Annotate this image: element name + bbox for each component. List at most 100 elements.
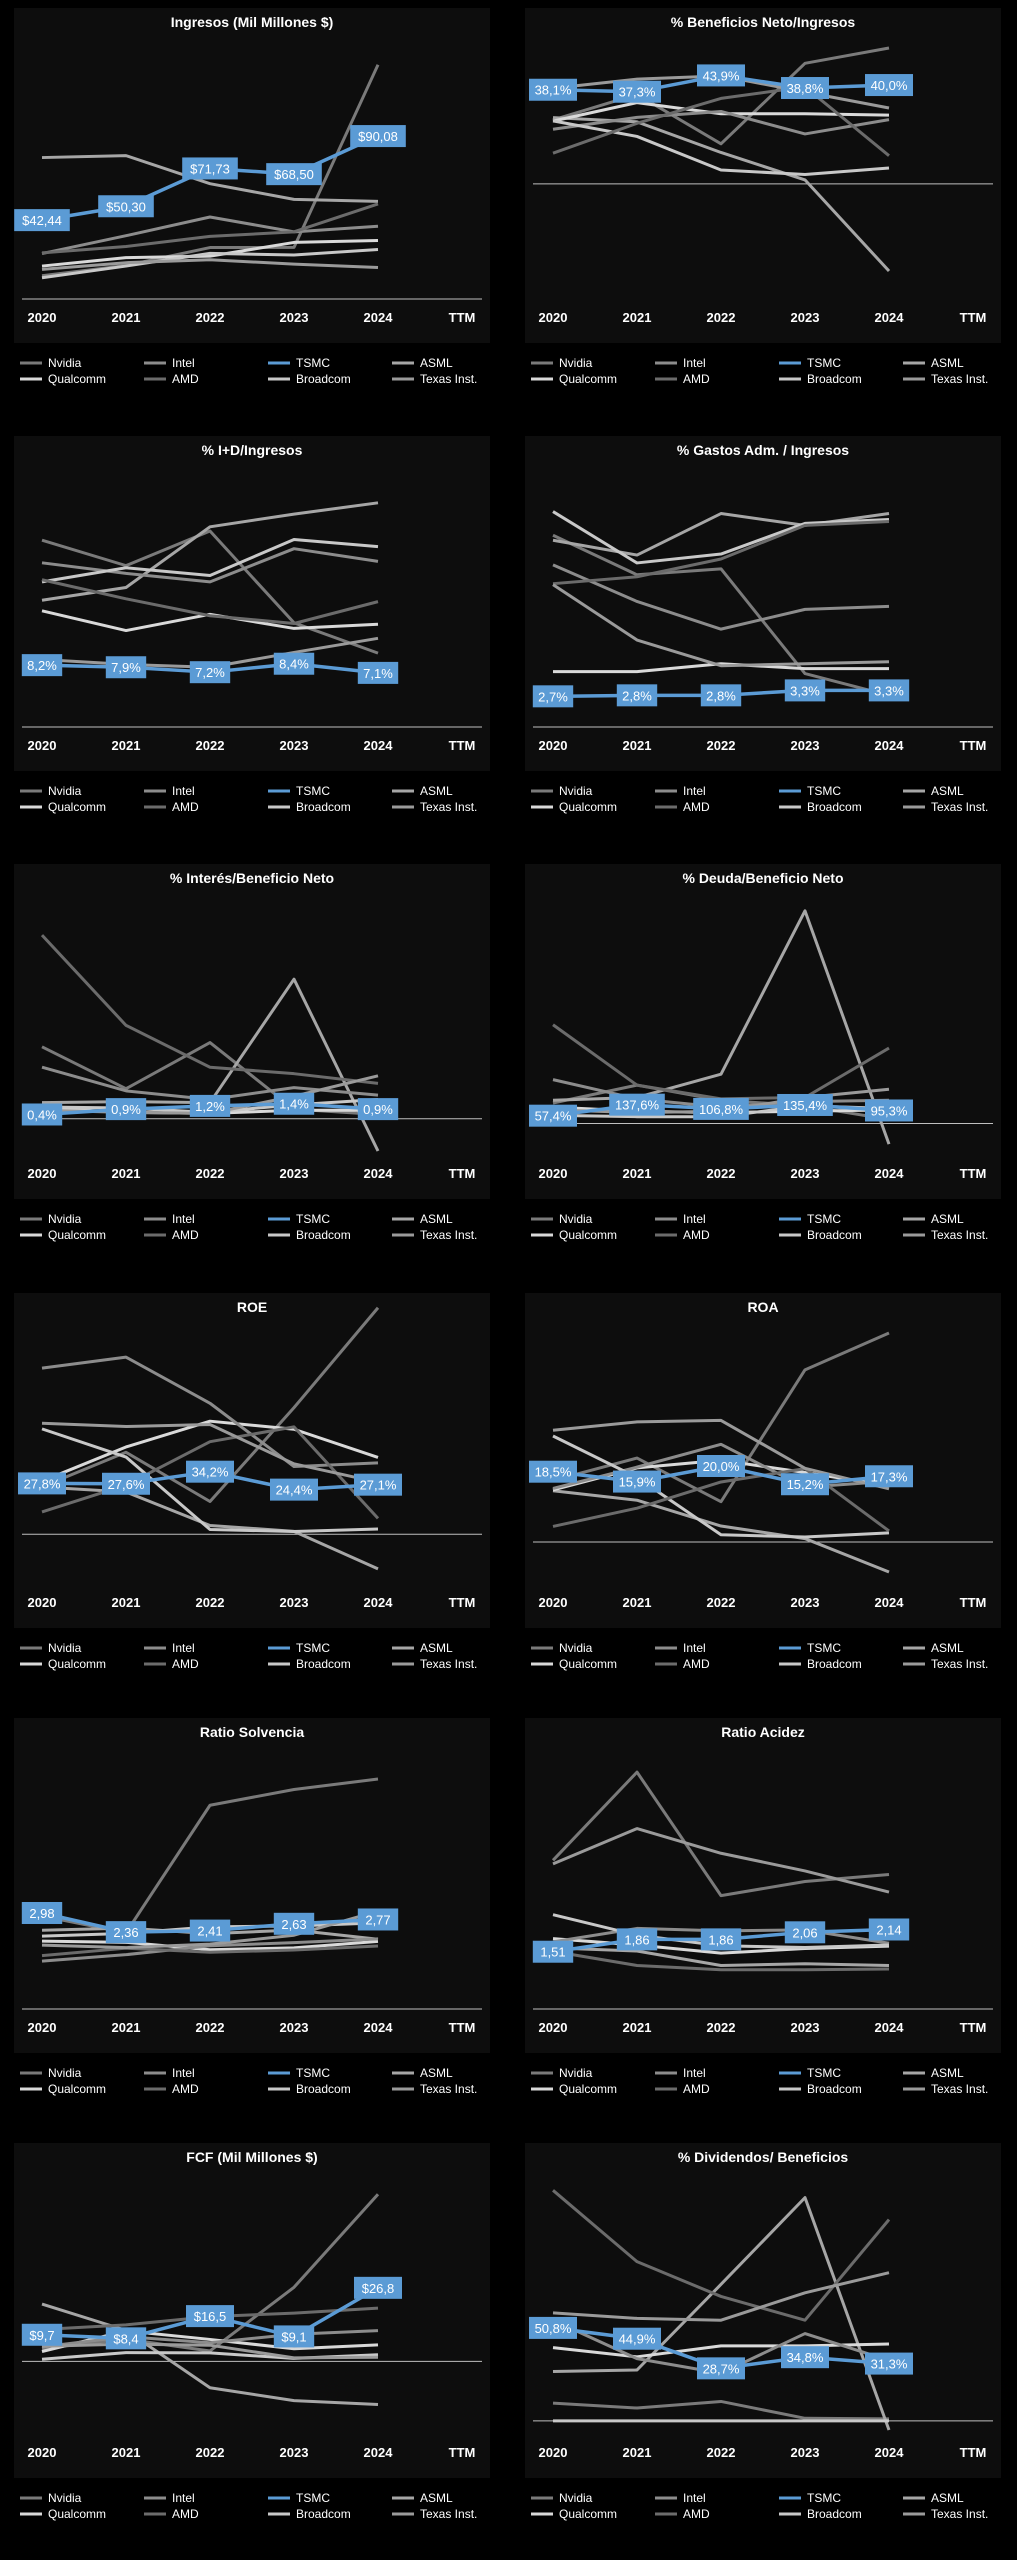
data-label: 7,2% xyxy=(195,665,225,680)
chart-title: Ratio Solvencia xyxy=(200,1724,304,1740)
x-tick-label: TTM xyxy=(960,738,987,753)
x-tick-label: 2021 xyxy=(112,1166,141,1181)
legend-label: Nvidia xyxy=(559,784,593,798)
x-tick-label: TTM xyxy=(449,738,476,753)
data-label: 20,0% xyxy=(703,1459,740,1474)
chart-4: % Gastos Adm. / Ingresos 2020 2021 2022 2023… xyxy=(525,436,1001,814)
legend-label: TSMC xyxy=(807,2066,841,2080)
chart-panel xyxy=(14,864,490,1199)
data-label: 50,8% xyxy=(535,2321,572,2336)
series-line-amd xyxy=(552,119,890,176)
legend-label: Texas Inst. xyxy=(420,372,477,386)
series-line-nvidia xyxy=(552,46,890,146)
data-label: 106,8% xyxy=(699,1102,744,1117)
legend-label: TSMC xyxy=(296,356,330,370)
chart-5: % Interés/Beneficio Neto 2020 2021 2022 2023… xyxy=(14,864,490,1242)
data-label-box xyxy=(189,1919,231,1942)
x-tick-label: 2023 xyxy=(791,1166,820,1181)
legend-label: Nvidia xyxy=(48,356,82,370)
series-line-nvidia xyxy=(41,2193,380,2353)
data-label: 2,98 xyxy=(29,1906,54,1921)
legend-label: AMD xyxy=(683,372,710,386)
data-label: 28,7% xyxy=(703,2361,740,2376)
legend-label: AMD xyxy=(172,1657,199,1671)
x-tick-label: 2023 xyxy=(791,1595,820,1610)
series-line-texas-inst- xyxy=(552,583,890,668)
chart-panel xyxy=(525,1293,1001,1628)
x-tick-label: 2024 xyxy=(875,2020,905,2035)
data-label-box xyxy=(532,1940,574,1963)
legend-label: Intel xyxy=(683,1212,706,1226)
data-label: 137,6% xyxy=(615,1098,660,1113)
x-tick-label: 2022 xyxy=(707,2445,736,2460)
series-line-texas-inst- xyxy=(41,258,379,271)
legend-label: Broadcom xyxy=(807,800,862,814)
x-tick-label: TTM xyxy=(960,2020,987,2035)
data-label: $68,50 xyxy=(274,167,314,182)
data-label-box xyxy=(186,2305,234,2328)
series-line-broadcom xyxy=(552,1467,890,1533)
legend-label: Qualcomm xyxy=(559,2507,617,2521)
data-label: $26,8 xyxy=(362,2281,395,2296)
series-line-nvidia xyxy=(552,1331,890,1504)
legend-label: Texas Inst. xyxy=(931,372,988,386)
data-label-box xyxy=(354,1473,402,1496)
legend-label: AMD xyxy=(172,1228,199,1242)
x-tick-label: TTM xyxy=(449,2020,476,2035)
x-tick-label: 2020 xyxy=(28,2020,57,2035)
chart-panel xyxy=(525,436,1001,771)
chart-title: Ingresos (Mil Millones $) xyxy=(171,14,334,30)
chart-panel xyxy=(14,1718,490,2053)
legend-label: AMD xyxy=(683,1228,710,1242)
data-label-box xyxy=(700,684,742,707)
legend-label: Intel xyxy=(172,2066,195,2080)
x-tick-label: 2021 xyxy=(112,2020,141,2035)
x-tick-label: 2022 xyxy=(707,2020,736,2035)
x-tick-label: TTM xyxy=(449,2445,476,2460)
series-line-texas-inst- xyxy=(41,1909,379,1950)
legend-label: AMD xyxy=(683,1657,710,1671)
data-label-box xyxy=(357,1098,399,1121)
legend-label: TSMC xyxy=(807,2491,841,2505)
data-label-box xyxy=(273,2325,315,2348)
x-tick-label: 2021 xyxy=(112,2445,141,2460)
legend-label: ASML xyxy=(420,784,453,798)
legend-label: Nvidia xyxy=(48,1641,82,1655)
data-label-box xyxy=(21,1103,63,1126)
series-line-intel xyxy=(41,2302,379,2406)
data-label-box xyxy=(529,1460,577,1483)
legend-label: Intel xyxy=(172,784,195,798)
legend-label: ASML xyxy=(420,1212,453,1226)
legend-label: Nvidia xyxy=(48,1212,82,1226)
x-tick-label: 2024 xyxy=(875,2445,905,2460)
legend-label: ASML xyxy=(420,2491,453,2505)
data-label: 24,4% xyxy=(276,1483,313,1498)
legend-label: Intel xyxy=(683,784,706,798)
chart-7: ROE 2020 2021 2022 2023 2024 TTM 27,8% 27,6% 34,2… xyxy=(14,1293,490,1671)
x-tick-label: 2021 xyxy=(623,2020,652,2035)
data-label-box xyxy=(273,1092,315,1115)
legend-label: AMD xyxy=(172,372,199,386)
legend-label: Intel xyxy=(172,1641,195,1655)
chart-title: ROE xyxy=(237,1299,267,1315)
series-line-nvidia xyxy=(552,533,890,697)
data-label-box xyxy=(273,652,315,675)
data-label: $8,4 xyxy=(113,2331,138,2346)
legend-label: Qualcomm xyxy=(48,1657,106,1671)
data-label: 2,06 xyxy=(792,1925,817,1940)
data-label: $9,1 xyxy=(281,2329,306,2344)
legend-label: Nvidia xyxy=(48,2491,82,2505)
legend-label: Nvidia xyxy=(559,1212,593,1226)
series-line-qualcomm xyxy=(552,109,890,136)
x-tick-label: 2024 xyxy=(364,2445,394,2460)
x-tick-label: 2024 xyxy=(875,1166,905,1181)
x-tick-label: 2022 xyxy=(707,1166,736,1181)
legend-label: AMD xyxy=(683,800,710,814)
legend: Nvidia Intel TSMC ASML Qualcomm AMD Broadcom Te… xyxy=(531,2491,988,2521)
chart-panel xyxy=(525,1718,1001,2053)
legend-label: Texas Inst. xyxy=(420,2507,477,2521)
x-tick-label: 2023 xyxy=(280,738,309,753)
chart-title: % Dividendos/ Beneficios xyxy=(678,2149,849,2165)
data-label: 1,86 xyxy=(624,1932,649,1947)
